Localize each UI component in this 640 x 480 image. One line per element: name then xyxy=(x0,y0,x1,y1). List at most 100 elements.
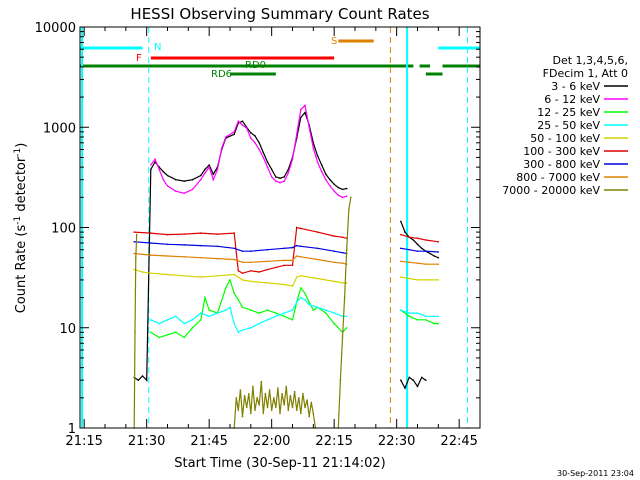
data-point xyxy=(437,263,440,266)
data-point xyxy=(289,394,292,397)
data-point xyxy=(295,244,298,247)
data-point xyxy=(341,315,344,318)
data-point xyxy=(291,406,294,409)
data-point xyxy=(237,409,240,412)
x-tick-label: 22:30 xyxy=(378,434,415,449)
data-point xyxy=(291,158,294,160)
y-tick-label: 100 xyxy=(51,222,76,237)
data-point xyxy=(158,336,160,339)
data-point xyxy=(200,256,202,259)
data-point xyxy=(437,251,440,253)
flag-label-n: N xyxy=(154,42,161,53)
data-point xyxy=(150,254,152,256)
data-point xyxy=(341,251,344,254)
data-point xyxy=(135,256,137,259)
data-point xyxy=(416,237,419,240)
data-point xyxy=(316,258,319,261)
data-point xyxy=(150,232,152,234)
data-point xyxy=(208,309,210,311)
data-point xyxy=(285,385,288,388)
data-point xyxy=(287,172,290,174)
y-axis-label: Count Rate (s-1 detector-1) xyxy=(13,143,29,314)
data-point xyxy=(183,192,185,194)
legend-header-1: Det 1,3,4,5,6, xyxy=(552,54,628,67)
data-point xyxy=(135,233,138,236)
data-point xyxy=(437,322,440,325)
data-point xyxy=(141,271,144,273)
data-point xyxy=(416,385,419,388)
series-line xyxy=(134,252,347,265)
data-point xyxy=(316,161,319,163)
data-point xyxy=(400,220,402,223)
data-point xyxy=(266,406,269,409)
chart-title: HESSI Observing Summary Count Rates xyxy=(130,5,429,23)
data-point xyxy=(345,248,348,251)
data-point xyxy=(275,266,277,269)
data-point xyxy=(250,327,252,329)
data-point xyxy=(133,241,135,243)
y-axis-label-end: ) xyxy=(14,143,29,148)
data-point xyxy=(183,244,185,246)
data-point xyxy=(416,243,419,246)
data-point xyxy=(216,257,219,260)
data-point xyxy=(262,412,265,415)
data-point xyxy=(162,170,165,173)
data-point xyxy=(133,268,135,271)
data-point xyxy=(291,319,294,321)
data-point xyxy=(150,331,152,334)
data-point xyxy=(400,260,402,263)
y-tick-label: 1 xyxy=(68,422,76,437)
y-tick-label: 1000 xyxy=(43,121,76,136)
data-point xyxy=(345,327,348,329)
vertical-lines-layer xyxy=(81,27,468,428)
data-point xyxy=(337,194,340,196)
data-point xyxy=(241,124,244,126)
data-point xyxy=(166,243,169,246)
data-point xyxy=(283,247,286,250)
data-point xyxy=(325,173,327,175)
data-point xyxy=(162,178,165,181)
data-point xyxy=(204,168,206,171)
data-point xyxy=(200,174,202,177)
data-point xyxy=(258,148,261,151)
x-axis-label: Start Time (30-Sep-11 21:14:02) xyxy=(174,456,385,471)
series-line xyxy=(150,296,347,334)
data-point xyxy=(320,164,323,166)
data-point xyxy=(333,312,336,314)
data-point xyxy=(235,397,238,399)
data-point xyxy=(166,319,169,321)
data-point xyxy=(437,241,440,243)
data-point xyxy=(200,276,202,278)
series-7 xyxy=(133,252,440,266)
data-point xyxy=(400,247,402,250)
data-point xyxy=(316,231,319,233)
data-point xyxy=(254,409,256,412)
data-point xyxy=(333,250,336,252)
data-point xyxy=(229,279,231,281)
series-line xyxy=(134,241,347,255)
series-2 xyxy=(150,278,440,339)
data-point xyxy=(295,409,298,412)
data-point xyxy=(316,306,319,309)
data-point xyxy=(400,379,402,382)
data-point xyxy=(425,315,427,318)
data-point xyxy=(191,178,194,181)
data-point xyxy=(345,282,348,284)
x-tick-label: 22:15 xyxy=(315,434,352,449)
data-point xyxy=(304,406,306,409)
data-point xyxy=(283,283,286,286)
data-point xyxy=(316,154,319,157)
data-point xyxy=(175,331,177,334)
series-line xyxy=(337,197,352,429)
series-5 xyxy=(133,226,440,275)
data-point xyxy=(425,279,427,281)
data-point xyxy=(310,401,313,404)
data-point xyxy=(404,231,406,233)
data-point xyxy=(291,285,294,287)
data-point xyxy=(133,252,135,255)
data-point xyxy=(345,315,348,318)
data-point xyxy=(256,397,258,399)
data-point xyxy=(300,412,302,415)
series-line xyxy=(233,381,316,429)
